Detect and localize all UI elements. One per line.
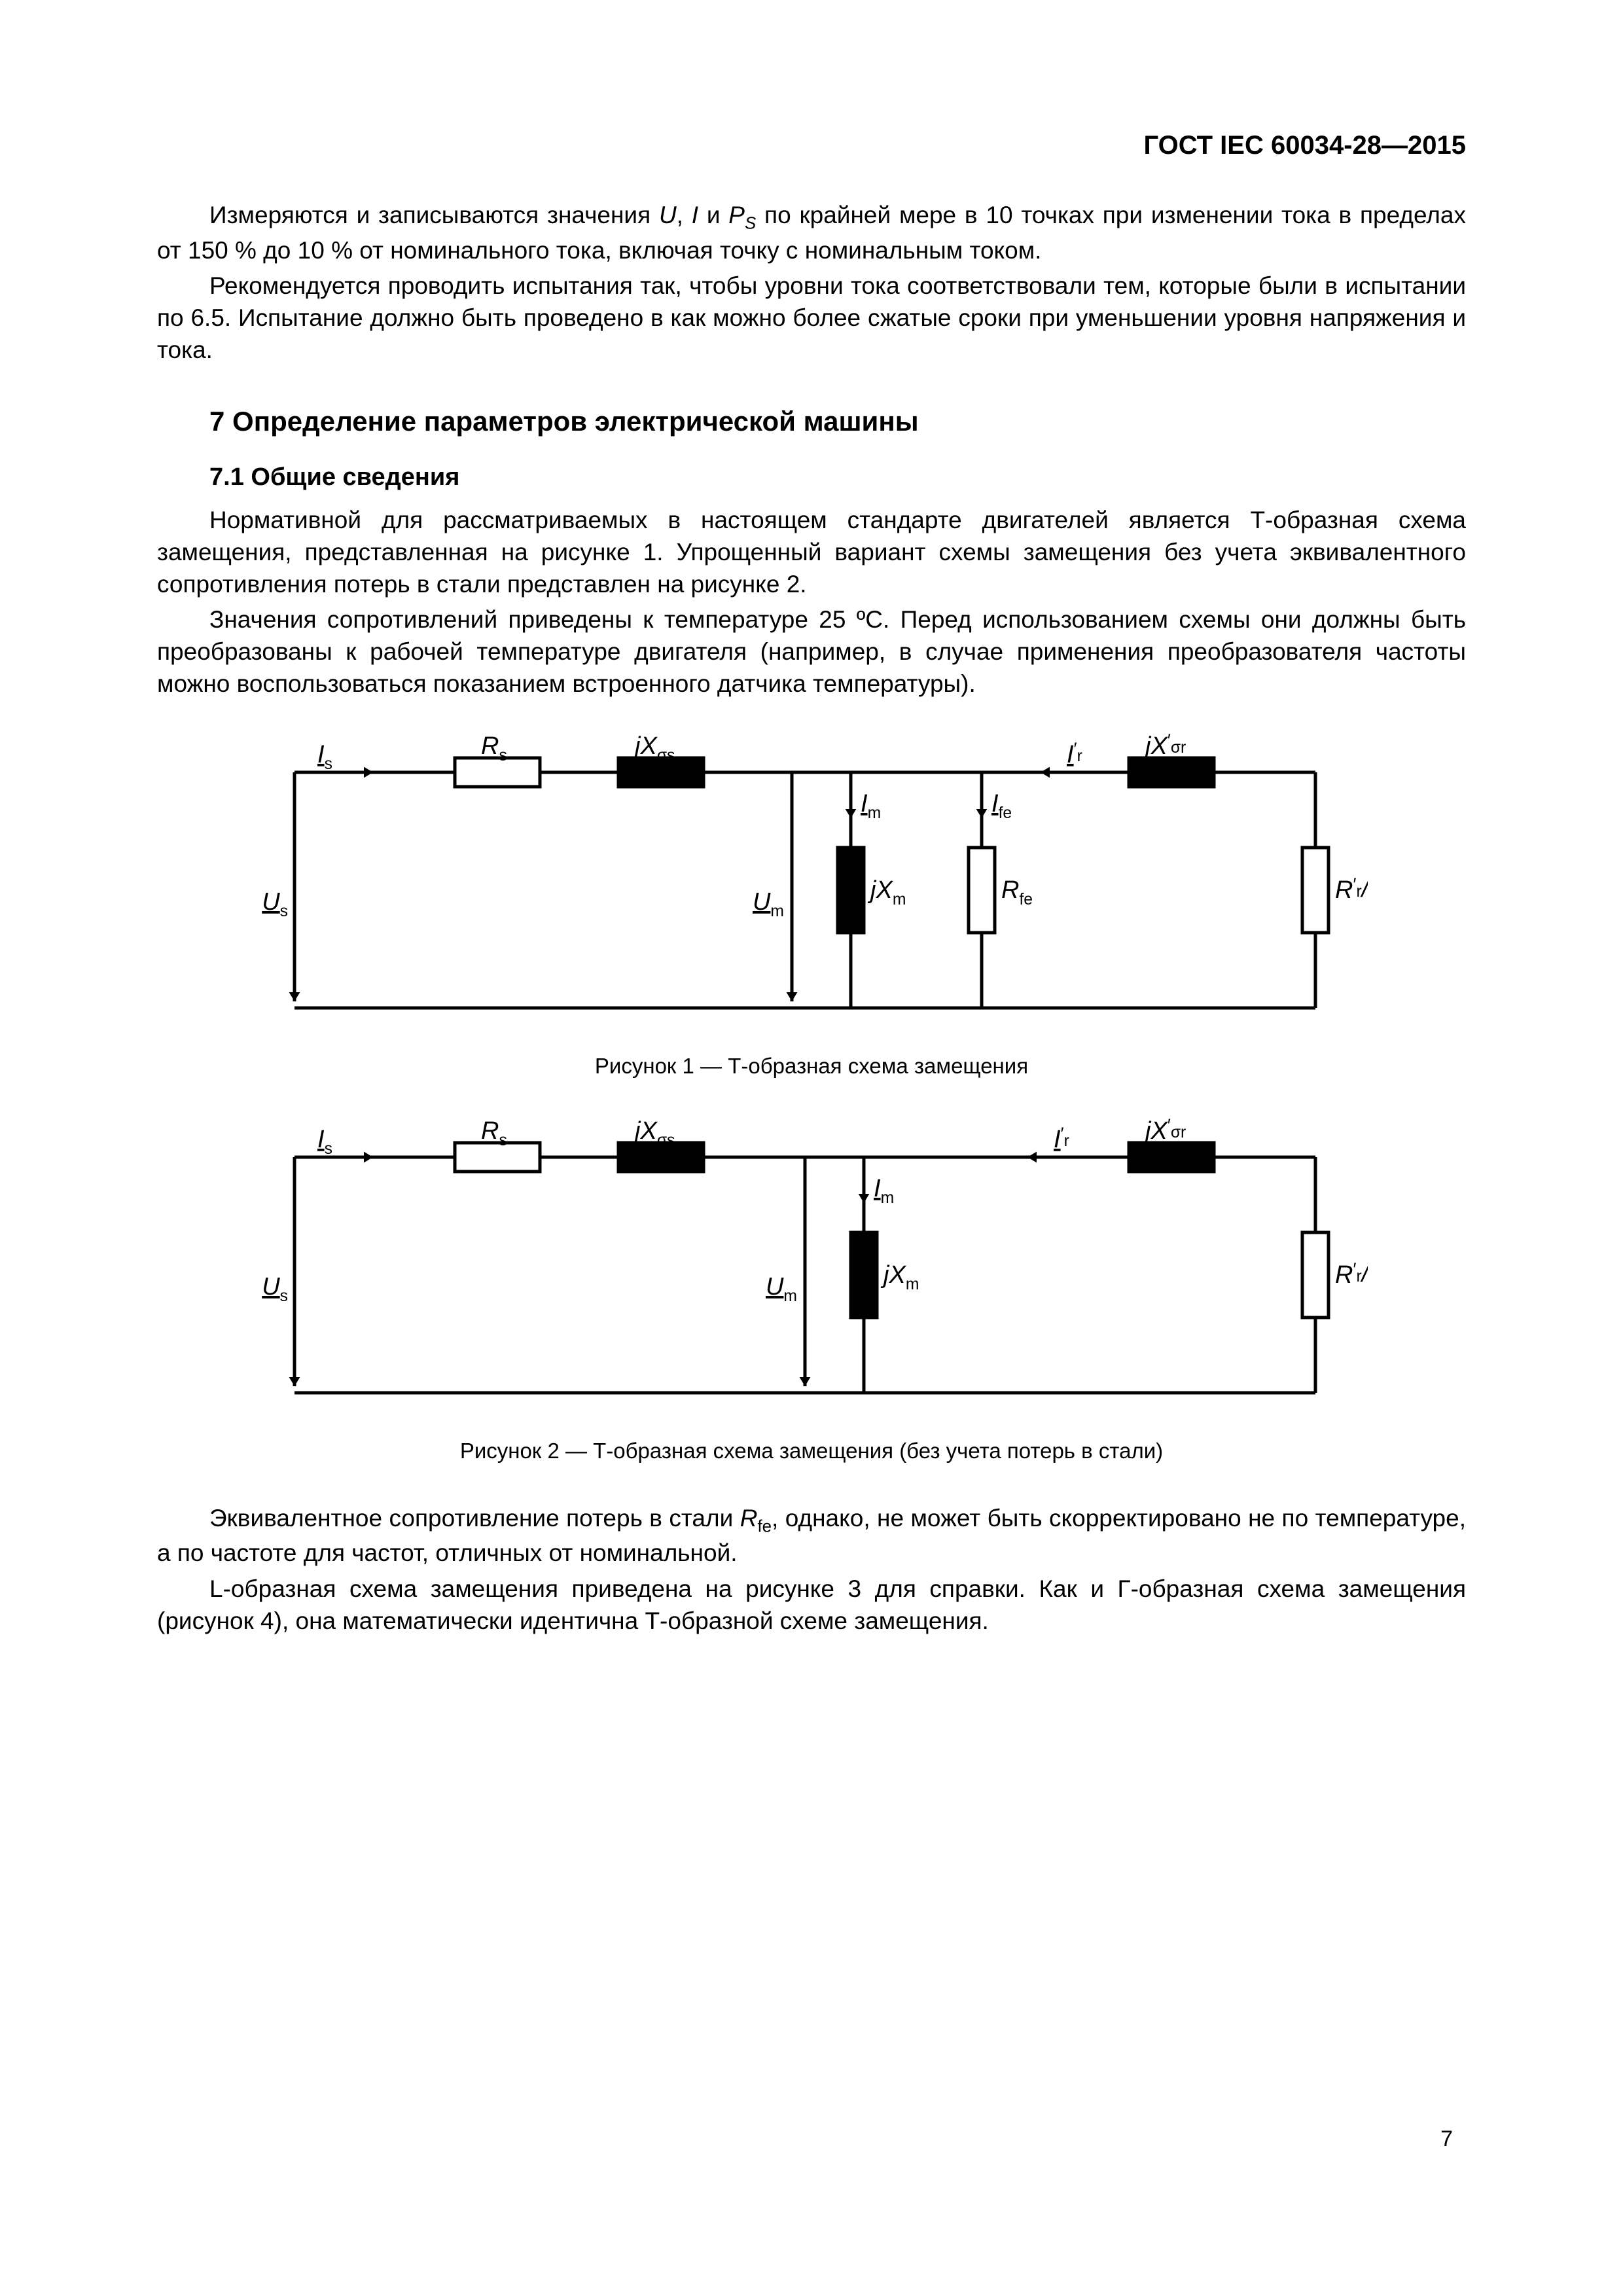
figure-1-caption: Рисунок 1 — Т-образная схема замещения bbox=[157, 1054, 1466, 1079]
para-5a: Эквивалентное сопротивление потерь в ста… bbox=[209, 1505, 740, 1532]
sym-U: U bbox=[659, 202, 677, 228]
svg-text:I′r: I′r bbox=[1067, 739, 1082, 768]
svg-text:Ife: Ife bbox=[991, 790, 1012, 822]
sym-Rfe-sub: fe bbox=[757, 1517, 772, 1535]
para-4: Значения сопротивлений приведены к темпе… bbox=[157, 604, 1466, 700]
svg-text:I′r: I′r bbox=[1054, 1124, 1069, 1153]
page: ГОСТ IEC 60034-28—2015 Измеряются и запи… bbox=[0, 0, 1623, 2296]
svg-text:Is: Is bbox=[317, 1126, 332, 1158]
svg-text:jXσs: jXσs bbox=[632, 733, 675, 764]
svg-text:Um: Um bbox=[766, 1273, 797, 1305]
figure-2-diagram: Is Rs jXσs I′r jX′σr Us Um Im jXm R′r/S bbox=[255, 1118, 1368, 1412]
svg-text:R′r/S: R′r/S bbox=[1335, 1259, 1368, 1289]
para-5: Эквивалентное сопротивление потерь в ста… bbox=[157, 1503, 1466, 1570]
svg-text:jXσs: jXσs bbox=[632, 1118, 675, 1149]
svg-text:Im: Im bbox=[874, 1175, 894, 1207]
sym-Ps-sub: S bbox=[745, 214, 756, 232]
para-1a: Измеряются и записываются значения bbox=[209, 202, 659, 228]
para-2: Рекомендуется проводить испытания так, ч… bbox=[157, 270, 1466, 366]
sym-Ps: P bbox=[728, 202, 745, 228]
svg-text:R′r/S: R′r/S bbox=[1335, 874, 1368, 904]
svg-text:Rs: Rs bbox=[481, 733, 507, 764]
svg-text:jXm: jXm bbox=[867, 876, 906, 908]
subsection-71-heading: 7.1 Общие сведения bbox=[209, 463, 1466, 492]
para-6: L-образная схема замещения приведена на … bbox=[157, 1573, 1466, 1638]
para-3: Нормативной для рассматриваемых в настоя… bbox=[157, 505, 1466, 600]
figure-2-caption: Рисунок 2 — Т-образная схема замещения (… bbox=[157, 1439, 1466, 1463]
svg-text:Us: Us bbox=[262, 888, 288, 920]
svg-text:Rfe: Rfe bbox=[1001, 876, 1033, 908]
sym-Rfe: R bbox=[740, 1505, 758, 1532]
svg-text:Um: Um bbox=[753, 888, 784, 920]
page-number: 7 bbox=[1440, 2126, 1453, 2152]
svg-text:jXm: jXm bbox=[880, 1261, 919, 1293]
sym-comma: , bbox=[677, 202, 692, 228]
svg-text:Rs: Rs bbox=[481, 1118, 507, 1149]
figure-1-diagram: Is Rs jXσs I′r jX′σr Us Um Im jXm Ife Rfe R′r/S bbox=[255, 733, 1368, 1028]
svg-text:jX′σr: jX′σr bbox=[1142, 1118, 1186, 1145]
section-7-heading: 7 Определение параметров электрической м… bbox=[209, 406, 1466, 437]
sym-I: I bbox=[692, 202, 698, 228]
svg-text:jX′σr: jX′σr bbox=[1142, 733, 1186, 760]
svg-text:Is: Is bbox=[317, 741, 332, 773]
para-1: Измеряются и записываются значения U, I … bbox=[157, 200, 1466, 266]
svg-text:Us: Us bbox=[262, 1273, 288, 1305]
svg-text:Im: Im bbox=[861, 790, 881, 822]
doc-header: ГОСТ IEC 60034-28—2015 bbox=[157, 131, 1466, 160]
sym-and: и bbox=[698, 202, 728, 228]
